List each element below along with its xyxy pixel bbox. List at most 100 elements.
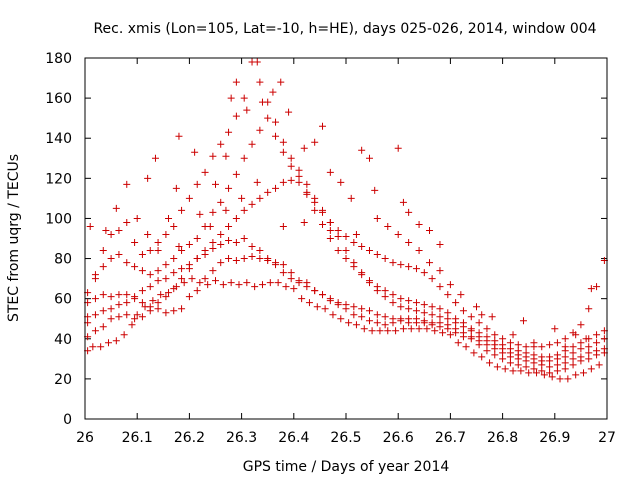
data-point: [201, 168, 209, 176]
data-point: [491, 331, 499, 339]
data-point: [394, 144, 402, 152]
data-point: [444, 291, 452, 299]
data-point: [522, 343, 530, 351]
data-point: [405, 239, 413, 247]
data-point: [300, 218, 308, 226]
data-point: [493, 363, 501, 371]
data-point: [138, 313, 146, 321]
x-tick-label: 26: [76, 430, 94, 446]
data-point: [593, 347, 601, 355]
y-tick-label: 100: [45, 211, 72, 227]
data-point: [279, 269, 287, 277]
data-point: [91, 295, 99, 303]
data-point: [305, 299, 313, 307]
data-point: [99, 307, 107, 315]
data-point: [426, 226, 434, 234]
data-point: [217, 241, 225, 249]
data-point: [128, 321, 136, 329]
data-point: [593, 339, 601, 347]
data-point: [572, 371, 580, 379]
data-point: [313, 303, 321, 311]
data-point: [530, 365, 538, 373]
data-point: [467, 333, 475, 341]
data-point: [107, 230, 115, 238]
data-point: [358, 271, 366, 279]
data-point: [394, 230, 402, 238]
data-point: [209, 267, 217, 275]
data-point: [446, 331, 454, 339]
data-point: [123, 218, 131, 226]
data-point: [162, 275, 170, 283]
data-point: [264, 255, 272, 263]
data-point: [452, 299, 460, 307]
data-point: [279, 222, 287, 230]
data-point: [146, 271, 154, 279]
data-point: [530, 351, 538, 359]
data-point: [264, 188, 272, 196]
data-point: [371, 186, 379, 194]
data-point: [556, 375, 564, 383]
data-point: [146, 283, 154, 291]
data-point: [436, 283, 444, 291]
data-point: [91, 271, 99, 279]
data-point: [138, 267, 146, 275]
data-point: [146, 247, 154, 255]
data-point: [170, 269, 178, 277]
data-point: [420, 317, 428, 325]
data-point: [462, 343, 470, 351]
data-point: [384, 222, 392, 230]
data-point: [123, 311, 131, 319]
data-point: [483, 325, 491, 333]
data-point: [540, 371, 548, 379]
data-point: [209, 239, 217, 247]
data-point: [178, 305, 186, 313]
data-point: [256, 255, 264, 263]
data-point: [185, 265, 193, 273]
data-point: [415, 220, 423, 228]
data-point: [486, 359, 494, 367]
data-point: [454, 339, 462, 347]
data-point: [334, 299, 342, 307]
data-point: [577, 353, 585, 361]
data-point: [178, 206, 186, 214]
data-point: [577, 345, 585, 353]
data-point: [165, 214, 173, 222]
data-point: [188, 275, 196, 283]
data-point: [240, 94, 248, 102]
data-point: [561, 335, 569, 343]
data-point: [428, 275, 436, 283]
data-point: [209, 208, 217, 216]
data-point: [428, 303, 436, 311]
data-point: [256, 247, 264, 255]
data-point: [209, 152, 217, 160]
data-point: [178, 275, 186, 283]
data-point: [439, 329, 447, 337]
data-point: [577, 339, 585, 347]
data-point: [585, 305, 593, 313]
data-point: [212, 180, 219, 188]
data-point: [162, 293, 170, 301]
data-point: [180, 279, 188, 287]
data-point: [311, 206, 319, 214]
data-point: [191, 148, 199, 156]
data-point: [384, 327, 392, 335]
data-point: [499, 341, 507, 349]
data-point: [232, 257, 240, 265]
data-point: [569, 343, 577, 351]
data-point: [551, 325, 559, 333]
data-point: [238, 194, 246, 202]
data-point: [201, 275, 209, 283]
data-point: [342, 255, 350, 263]
data-point: [392, 327, 400, 335]
data-point: [407, 325, 415, 333]
data-point: [115, 226, 123, 234]
data-point: [123, 180, 131, 188]
data-point: [311, 194, 319, 202]
data-point: [595, 361, 603, 369]
data-point: [561, 365, 569, 373]
data-point: [154, 247, 162, 255]
data-point: [144, 174, 152, 182]
data-point: [193, 235, 201, 242]
data-point: [99, 291, 107, 299]
data-point: [397, 295, 405, 303]
